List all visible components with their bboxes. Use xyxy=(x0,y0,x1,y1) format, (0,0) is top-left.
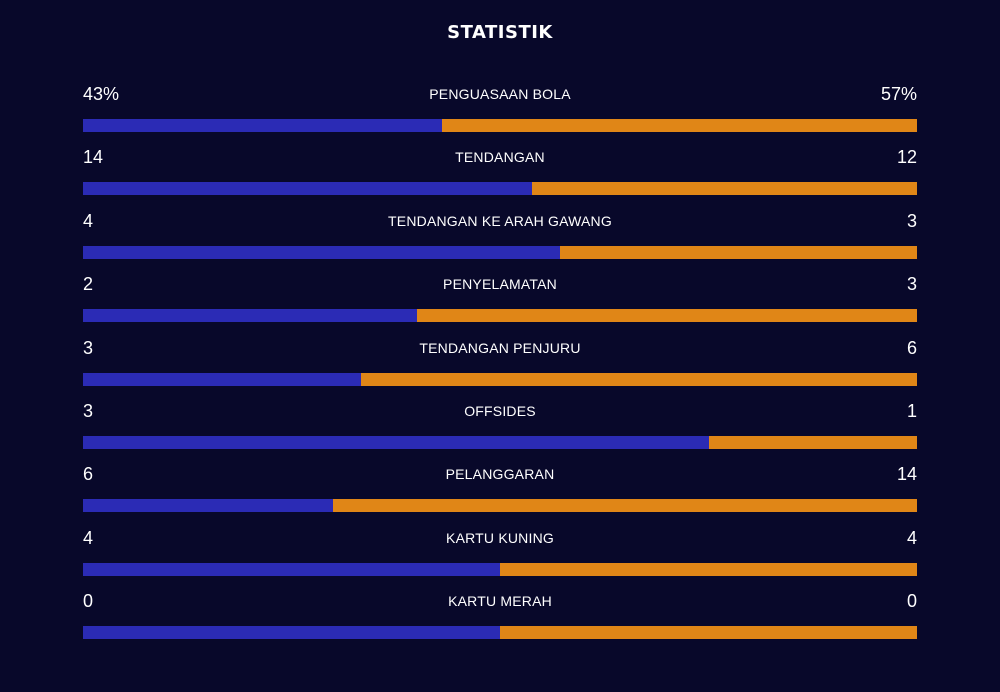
stats-list: 43% PENGUASAAN BOLA 57% 14 TENDANGAN 1 2 … xyxy=(83,80,917,651)
away-bar-segment xyxy=(416,309,917,323)
statistics-title: STATISTIK xyxy=(447,22,553,43)
away-bar-segment xyxy=(500,562,917,576)
comparison-bar xyxy=(83,372,917,386)
away-bar-segment xyxy=(360,372,917,386)
comparison-bar xyxy=(83,626,917,640)
home-bar-segment xyxy=(83,435,709,449)
home-value: 2 xyxy=(83,274,94,295)
stat-label: KARTU MERAH xyxy=(448,593,552,610)
stat-label: TENDANGAN xyxy=(455,149,545,166)
home-value: 3 xyxy=(83,337,94,358)
comparison-bar xyxy=(83,245,917,259)
stat-row-offsides: 3 OFFSIDES 1 xyxy=(83,397,917,460)
away-value: 3 xyxy=(906,274,917,295)
home-value: 4 xyxy=(83,527,94,548)
stat-row-red-cards: 0 KARTU MERAH 0 xyxy=(83,587,917,650)
away-bar-segment xyxy=(559,245,917,259)
stat-row-fouls: 6 PELANGGARAN 14 xyxy=(83,460,917,523)
away-value: 12 xyxy=(896,147,917,168)
stat-row-corners: 3 TENDANGAN PENJURU 6 xyxy=(83,334,917,397)
home-value: 43% xyxy=(83,84,120,104)
home-bar-segment xyxy=(83,309,417,323)
home-value: 14 xyxy=(83,147,104,168)
away-bar-segment xyxy=(532,182,917,196)
away-value: 14 xyxy=(896,464,917,485)
comparison-bar xyxy=(83,182,917,196)
home-value: 4 xyxy=(83,210,94,231)
away-value: 3 xyxy=(906,210,917,231)
comparison-bar xyxy=(83,309,917,323)
away-value: 6 xyxy=(906,337,917,358)
home-value: 0 xyxy=(83,591,94,612)
stat-row-yellow-cards: 4 KARTU KUNING 4 xyxy=(83,524,917,587)
away-value: 1 xyxy=(906,400,917,421)
comparison-bar xyxy=(83,562,917,576)
away-bar-segment xyxy=(441,119,917,132)
stat-label: PENGUASAAN BOLA xyxy=(429,86,571,102)
stat-label: TENDANGAN PENJURU xyxy=(419,339,581,356)
home-bar-segment xyxy=(83,499,334,513)
away-value: 0 xyxy=(906,591,917,612)
away-value: 57% xyxy=(880,84,917,104)
home-value: 6 xyxy=(83,464,94,485)
stat-row-shots-on-target: 4 TENDANGAN KE ARAH GAWANG 3 xyxy=(83,207,917,270)
stat-label: OFFSIDES xyxy=(464,402,536,419)
stat-label: PELANGGARAN xyxy=(445,466,555,483)
home-bar-segment xyxy=(83,119,442,132)
stat-row-possession: 43% PENGUASAAN BOLA 57% xyxy=(83,80,917,143)
home-bar-segment xyxy=(83,626,500,640)
stat-label: TENDANGAN KE ARAH GAWANG xyxy=(388,212,612,229)
stat-label: KARTU KUNING xyxy=(446,529,554,546)
stat-label: PENYELAMATAN xyxy=(443,276,557,293)
home-bar-segment xyxy=(83,182,533,196)
home-bar-segment xyxy=(83,562,500,576)
away-value: 4 xyxy=(906,527,917,548)
away-bar-segment xyxy=(333,499,917,513)
home-bar-segment xyxy=(83,372,361,386)
home-value: 3 xyxy=(83,400,94,421)
home-bar-segment xyxy=(83,245,560,259)
comparison-bar xyxy=(83,499,917,513)
stat-row-shots: 14 TENDANGAN 12 xyxy=(83,143,917,206)
away-bar-segment xyxy=(708,435,917,449)
away-bar-segment xyxy=(500,626,917,640)
stat-row-saves: 2 PENYELAMATAN 3 xyxy=(83,270,917,333)
comparison-bar xyxy=(83,435,917,449)
comparison-bar xyxy=(83,119,917,132)
